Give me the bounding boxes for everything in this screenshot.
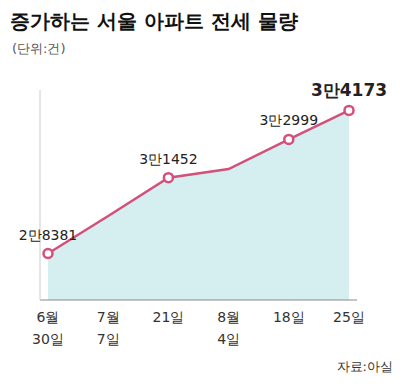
- svg-text:7일: 7일: [97, 331, 120, 347]
- svg-text:30일: 30일: [32, 331, 64, 347]
- html-text:증가하는 서울 아파트 전세 물량: 증가하는 서울 아파트 전세 물량: [10, 9, 298, 33]
- html-text:자료:아실: 자료:아실: [336, 359, 393, 374]
- svg-text:4일: 4일: [217, 331, 240, 347]
- svg-text:3만2999: 3만2999: [260, 112, 319, 128]
- svg-text:3만1452: 3만1452: [139, 151, 198, 167]
- svg-text:3만4173: 3만4173: [311, 80, 387, 100]
- svg-text:18일: 18일: [273, 309, 305, 325]
- svg-text:7월: 7월: [97, 309, 120, 325]
- html-text:(단위:건): (단위:건): [12, 41, 66, 56]
- svg-text:21일: 21일: [152, 309, 184, 325]
- svg-text:6월: 6월: [37, 309, 60, 325]
- svg-text:25일: 25일: [333, 309, 365, 325]
- svg-text:8월: 8월: [217, 309, 240, 325]
- svg-text:2만8381: 2만8381: [19, 227, 78, 243]
